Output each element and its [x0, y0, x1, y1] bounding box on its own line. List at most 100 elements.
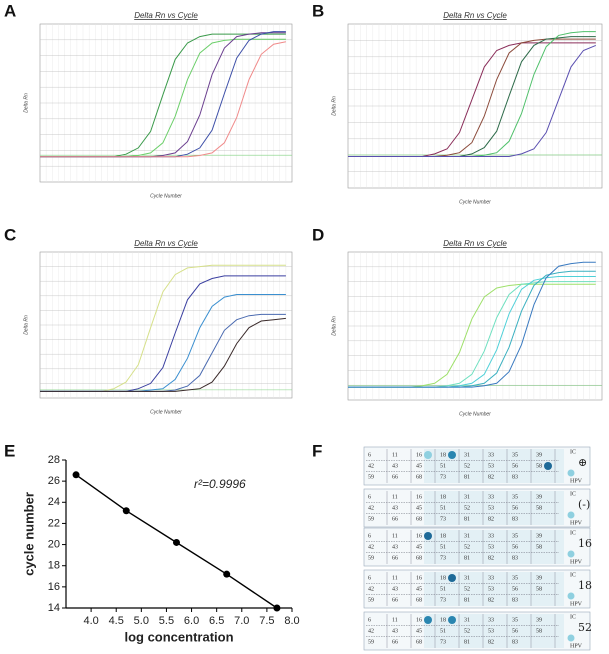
- strip-number: 81: [464, 555, 470, 561]
- hpv-label: HPV: [570, 559, 583, 565]
- test-strip: 6 11 16 18 31 33 35 39 42 43 45 51 52 53 56 58 59 66 68 73 8…: [363, 446, 591, 486]
- strip-handwritten-label: 18: [578, 579, 592, 592]
- y-tick-label: 28: [48, 454, 60, 466]
- strip-number: 83: [512, 555, 518, 561]
- x-tick-label: 4.0: [83, 615, 98, 627]
- strip-number: 82: [488, 639, 494, 645]
- strip-number: 18: [440, 452, 446, 458]
- strip-body: [363, 488, 591, 528]
- strip-number: 81: [464, 516, 470, 522]
- strip-number: 58: [536, 505, 542, 511]
- x-tick-label: 8.0: [284, 615, 299, 627]
- strip-number: 11: [392, 494, 398, 500]
- strip-number: 51: [440, 628, 446, 634]
- strip-number: 56: [512, 505, 518, 511]
- strip-number: 43: [392, 505, 398, 511]
- strip-number: 83: [512, 474, 518, 480]
- panel-label: F: [312, 441, 322, 460]
- strip-number: 51: [440, 505, 446, 511]
- probe-spot: [424, 616, 432, 624]
- strip-number: 66: [392, 516, 398, 522]
- strip-number: 16: [416, 575, 422, 581]
- strip-number: 68: [416, 516, 422, 522]
- y-tick-label: 20: [48, 538, 60, 550]
- strip-number: 33: [488, 452, 494, 458]
- hpv-label: HPV: [570, 601, 583, 607]
- strip-number: 68: [416, 474, 422, 480]
- strip-number: 42: [368, 463, 374, 469]
- amplification-curve: [348, 261, 596, 388]
- strip-tint: [424, 614, 564, 648]
- strip-number: 31: [464, 494, 470, 500]
- strip-number: 59: [368, 597, 374, 603]
- strip-number: 56: [512, 463, 518, 469]
- strip-number: 68: [416, 597, 422, 603]
- strip-number: 33: [488, 533, 494, 539]
- strip-number: 82: [488, 555, 494, 561]
- x-tick-label: 5.5: [159, 615, 174, 627]
- y-axis-label: Delta Rn: [23, 315, 29, 335]
- y-tick-label: 24: [48, 496, 60, 508]
- strip-number: 31: [464, 575, 470, 581]
- strip-number: 56: [512, 628, 518, 634]
- strip-number: 81: [464, 639, 470, 645]
- strip-number: 11: [392, 533, 398, 539]
- strip-number: 58: [536, 628, 542, 634]
- strip-body: [363, 446, 591, 486]
- annotation: r²=0.9996: [194, 477, 246, 491]
- data-point: [72, 471, 80, 479]
- strip-tint: [424, 491, 564, 525]
- test-strip: 6 11 16 18 31 33 35 39 42 43 45 51 52 53 56 58 59 66 68 73 8…: [363, 488, 591, 528]
- strip-number: 11: [392, 452, 398, 458]
- probe-spot: [448, 574, 456, 582]
- y-tick-label: 22: [48, 517, 60, 529]
- strip-number: 45: [416, 505, 422, 511]
- y-axis-label: Delta Rn: [331, 316, 337, 336]
- strip-number: 6: [368, 617, 371, 623]
- strip-number: 33: [488, 575, 494, 581]
- strip-number: 35: [512, 494, 518, 500]
- strip-number: 56: [512, 544, 518, 550]
- control-spot: [567, 511, 575, 519]
- strip-number: 81: [464, 474, 470, 480]
- strip-number: 82: [488, 474, 494, 480]
- strip-tint: [424, 449, 564, 483]
- y-tick-label: 26: [48, 475, 60, 487]
- strip-number: 35: [512, 533, 518, 539]
- chart-title: Delta Rn vs Cycle: [443, 11, 507, 20]
- strip-number: 66: [392, 555, 398, 561]
- strip-number: 6: [368, 494, 371, 500]
- hpv-label: HPV: [570, 478, 583, 484]
- strip-number: 16: [416, 452, 422, 458]
- probe-spot: [448, 451, 456, 459]
- x-axis-label: Cycle Number: [459, 199, 491, 205]
- strip-number: 18: [440, 617, 446, 623]
- strip-number: 53: [488, 544, 494, 550]
- strip-number: 66: [392, 639, 398, 645]
- strip-number: 56: [512, 586, 518, 592]
- x-tick-label: 7.0: [234, 615, 249, 627]
- chart-title: Delta Rn vs Cycle: [134, 11, 198, 20]
- strip-number: 31: [464, 452, 470, 458]
- strip-number: 53: [488, 463, 494, 469]
- strip-number: 31: [464, 617, 470, 623]
- strip-number: 18: [440, 575, 446, 581]
- ic-label: IC: [570, 614, 576, 620]
- strip-tint: [424, 530, 564, 564]
- strip-number: 31: [464, 533, 470, 539]
- strip-handwritten-label: (-): [578, 498, 590, 511]
- ic-label: IC: [570, 449, 576, 455]
- strip-number: 39: [536, 494, 542, 500]
- strip-handwritten-label: ⊕: [578, 456, 587, 469]
- x-tick-label: 6.0: [184, 615, 199, 627]
- strip-number: 73: [440, 555, 446, 561]
- panel-label: E: [4, 441, 15, 460]
- strip-number: 59: [368, 474, 374, 480]
- x-axis-label: Cycle Number: [150, 193, 182, 199]
- strip-number: 68: [416, 639, 422, 645]
- strip-number: 39: [536, 452, 542, 458]
- strip-number: 45: [416, 586, 422, 592]
- strip-number: 6: [368, 452, 371, 458]
- strip-handwritten-label: 16: [578, 537, 592, 550]
- strip-number: 53: [488, 628, 494, 634]
